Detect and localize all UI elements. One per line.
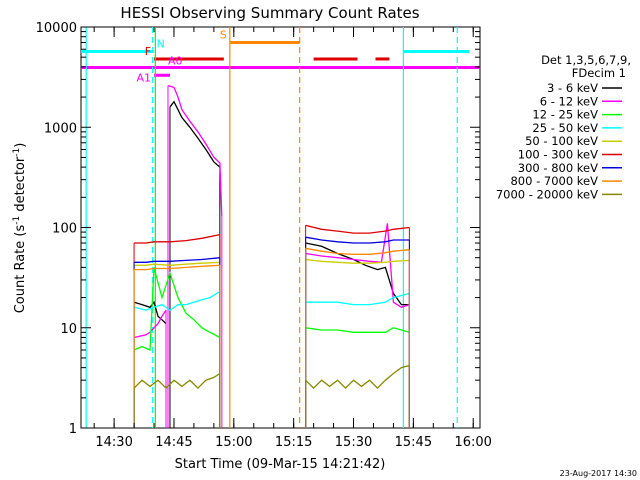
legend-label: 300 - 800 keV [518, 161, 598, 175]
y-axis-title: Count Rate (s-1 detector-1) [12, 143, 28, 314]
series-line [305, 292, 410, 306]
legend-label: 7000 - 20000 keV [496, 187, 598, 201]
plot-frame [80, 26, 481, 429]
y-axis-title-part3: ) [13, 143, 28, 148]
series-line [133, 290, 221, 311]
series-line [305, 242, 410, 306]
x-axis-title: Start Time (09-Mar-15 14:21:42) [175, 457, 386, 472]
legend-label: 100 - 300 keV [518, 148, 598, 162]
legend-label: 800 - 7000 keV [510, 174, 598, 188]
flags-layer: N S F A0 A1 [81, 29, 480, 84]
flag-label-n: N [157, 37, 165, 50]
chart-title: HESSI Observing Summary Count Rates [120, 4, 419, 22]
y-axis-title-sup2: -1 [12, 148, 22, 157]
legend-header-line1: Det 1,3,5,6,7,9, [541, 53, 631, 67]
series-line [305, 224, 410, 234]
series-line [134, 233, 221, 244]
series-line [133, 300, 167, 325]
legend-label: 6 - 12 keV [540, 94, 598, 108]
y-axis-title-sup1: -1 [12, 216, 22, 225]
series-line [305, 258, 410, 264]
footer-timestamp: 23-Aug-2017 14:30 [560, 469, 637, 478]
series-line [305, 223, 410, 309]
series-line [133, 309, 167, 339]
legend-label: 3 - 6 keV [547, 81, 598, 95]
y-tick-label: 1 [69, 422, 77, 437]
y-tick-label: 10000 [36, 21, 77, 36]
series-line [134, 264, 220, 271]
x-tick-label: 15:45 [395, 435, 432, 450]
series-line [169, 100, 221, 168]
y-tick-label: 10 [60, 322, 77, 337]
series-line [305, 236, 410, 244]
ticks-layer: 1 10 100 1000 10000 14:30 14:45 15:00 15:15 15:30… [36, 21, 492, 450]
flag-label-f: F [145, 45, 151, 58]
y-tick-label: 1000 [44, 121, 77, 136]
legend-label: 50 - 100 keV [525, 134, 598, 148]
flag-label-a1: A1 [136, 71, 151, 84]
series-line [305, 247, 410, 255]
series-line [134, 257, 220, 263]
series-line [167, 84, 223, 217]
series-line [305, 327, 410, 333]
series-line [305, 364, 410, 390]
x-tick-label: 14:30 [95, 435, 132, 450]
x-tick-label: 14:45 [155, 435, 192, 450]
series-line [133, 372, 221, 390]
flag-label-a0: A0 [168, 54, 183, 67]
series-line [134, 261, 220, 266]
legend-label: 12 - 25 keV [532, 108, 598, 122]
x-tick-label: 15:15 [275, 435, 312, 450]
y-axis-title-part1: Count Rate (s [13, 225, 28, 314]
y-axis-title-part2: detector [13, 156, 28, 216]
series-line [133, 267, 221, 351]
legend-label: 25 - 50 keV [532, 121, 598, 135]
y-tick-label: 100 [52, 222, 77, 237]
x-tick-label: 15:30 [335, 435, 372, 450]
x-tick-label: 15:00 [215, 435, 252, 450]
legend-header-line2: FDecim 1 [572, 66, 626, 80]
series-layer [133, 84, 410, 428]
x-tick-label: 16:00 [454, 435, 491, 450]
flag-label-s: S [220, 29, 227, 42]
